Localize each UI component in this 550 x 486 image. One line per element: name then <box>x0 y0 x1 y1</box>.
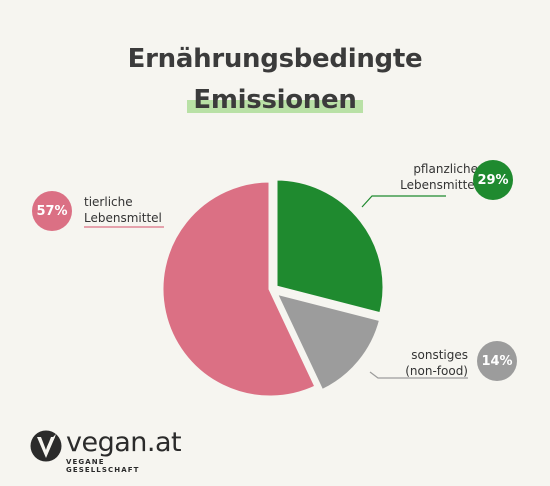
logo-subtitle: VEGANE GESELLSCHAFT <box>66 458 140 474</box>
pie-slice-pflanzliche <box>274 177 386 316</box>
leader-line-pflanzliche <box>361 195 446 208</box>
pie-slice-sonstiges <box>273 290 383 393</box>
value-badge-pflanzliche: 29% <box>473 160 513 200</box>
vegan-at-logo: vegan.at VEGANE GESELLSCHAFT <box>30 428 182 474</box>
leader-line-sonstiges <box>369 371 468 379</box>
logo-name: vegan.at <box>66 427 182 458</box>
value-badge-tierliche: 57% <box>32 191 72 231</box>
title-highlight-bar <box>187 100 363 113</box>
vegan-v-leaf-icon <box>30 430 62 462</box>
page-title: Ernährungsbedingte <box>127 44 423 74</box>
slice-label-tierliche: tierliche Lebensmittel <box>84 195 162 225</box>
slice-label-pflanzliche: pflanzliche Lebensmittel <box>400 162 478 192</box>
pie-slice-tierliche <box>160 179 318 399</box>
value-badge-sonstiges: 14% <box>477 341 517 381</box>
page-title-highlighted: Emissionen <box>0 85 550 115</box>
slice-label-sonstiges: sonstiges (non-food) <box>405 348 468 378</box>
